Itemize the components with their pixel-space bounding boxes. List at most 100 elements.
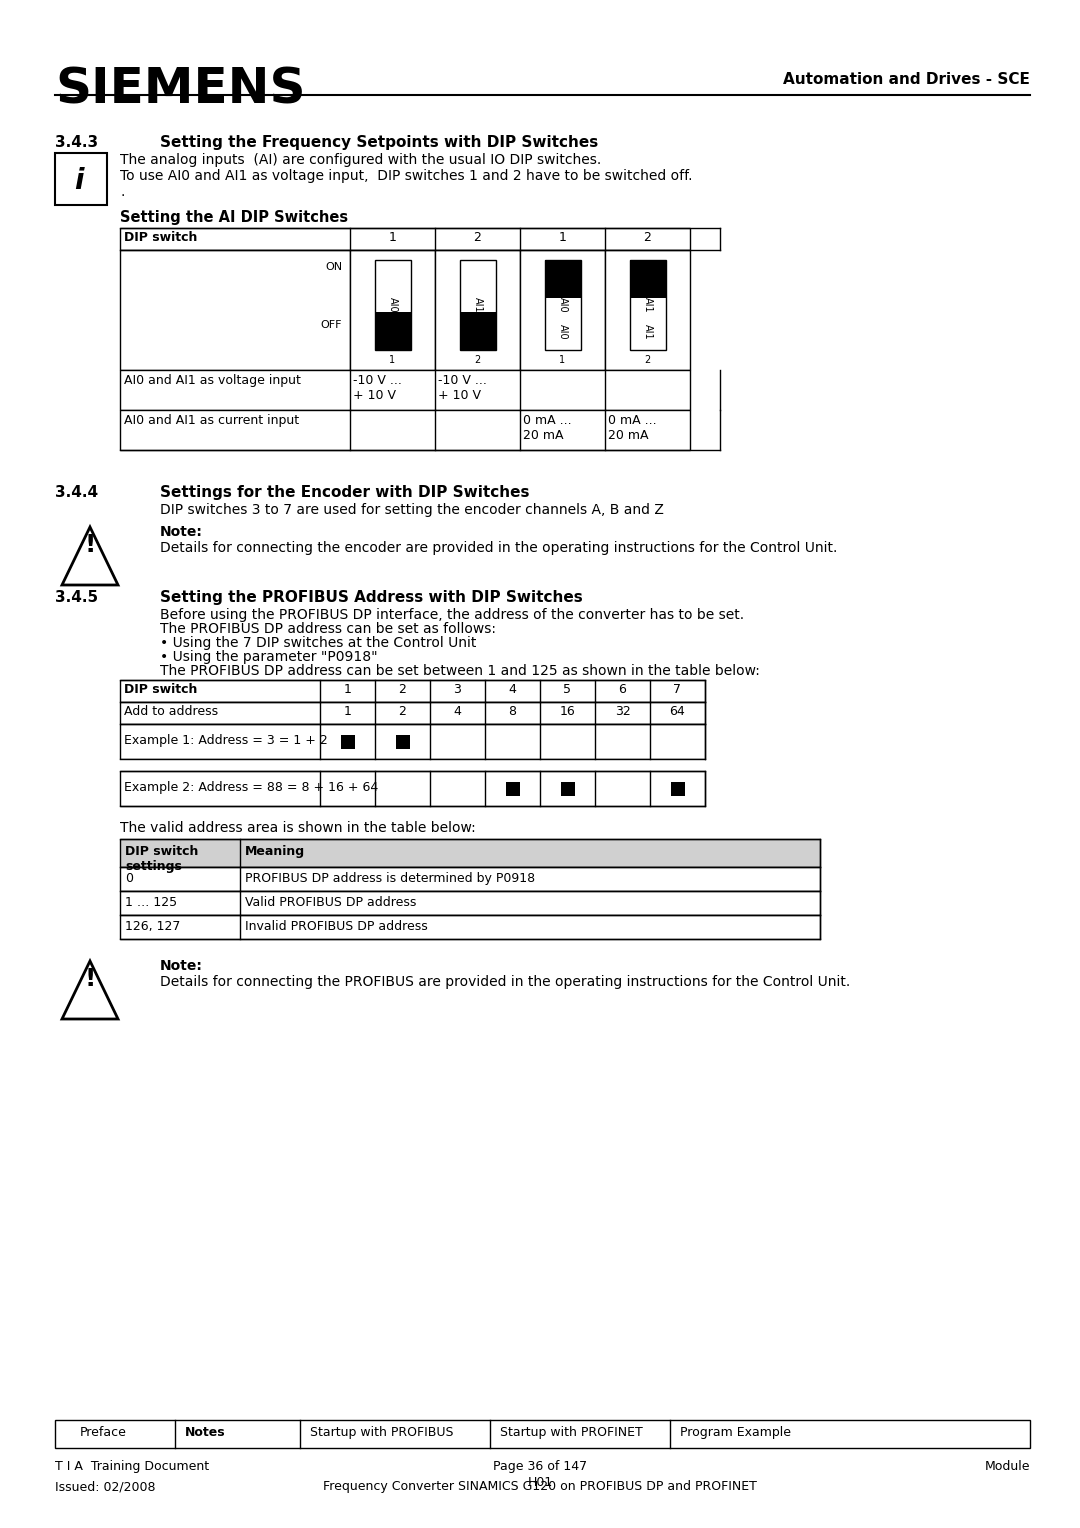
Text: Valid PROFIBUS DP address: Valid PROFIBUS DP address bbox=[245, 895, 417, 909]
Text: 3.4.3: 3.4.3 bbox=[55, 134, 98, 150]
Text: AI1: AI1 bbox=[473, 324, 483, 339]
Text: Details for connecting the PROFIBUS are provided in the operating instructions f: Details for connecting the PROFIBUS are … bbox=[160, 975, 850, 989]
Text: 7: 7 bbox=[674, 683, 681, 695]
Text: DIP switches 3 to 7 are used for setting the encoder channels A, B and Z: DIP switches 3 to 7 are used for setting… bbox=[160, 503, 664, 516]
Bar bbox=[459, 260, 496, 350]
Text: Settings for the Encoder with DIP Switches: Settings for the Encoder with DIP Switch… bbox=[160, 484, 529, 500]
Text: AI1: AI1 bbox=[473, 296, 483, 313]
Text: Invalid PROFIBUS DP address: Invalid PROFIBUS DP address bbox=[245, 920, 428, 934]
Text: Note:: Note: bbox=[160, 526, 203, 539]
Text: 8: 8 bbox=[509, 704, 516, 718]
Bar bbox=[375, 312, 410, 350]
Text: DIP switch
settings: DIP switch settings bbox=[125, 845, 199, 872]
Text: 1 … 125: 1 … 125 bbox=[125, 895, 177, 909]
Text: 6: 6 bbox=[619, 683, 626, 695]
Text: 4: 4 bbox=[454, 704, 461, 718]
Text: The analog inputs  (AI) are configured with the usual IO DIP switches.: The analog inputs (AI) are configured wi… bbox=[120, 153, 602, 167]
Bar bbox=[395, 735, 409, 749]
Text: To use AI0 and AI1 as voltage input,  DIP switches 1 and 2 have to be switched o: To use AI0 and AI1 as voltage input, DIP… bbox=[120, 170, 692, 183]
Text: Program Example: Program Example bbox=[680, 1426, 791, 1439]
Text: 2: 2 bbox=[645, 354, 650, 365]
Text: i: i bbox=[75, 167, 83, 196]
Text: Example 2: Address = 88 = 8 + 16 + 64: Example 2: Address = 88 = 8 + 16 + 64 bbox=[124, 781, 378, 795]
Text: OFF: OFF bbox=[321, 319, 342, 330]
Text: Meaning: Meaning bbox=[245, 845, 306, 859]
Text: 1: 1 bbox=[343, 683, 351, 695]
Bar bbox=[459, 312, 496, 350]
Bar bbox=[605, 251, 690, 370]
Text: AI0: AI0 bbox=[388, 324, 397, 339]
Text: The PROFIBUS DP address can be set between 1 and 125 as shown in the table below: The PROFIBUS DP address can be set betwe… bbox=[160, 665, 760, 678]
Text: DIP switch: DIP switch bbox=[124, 231, 198, 244]
Text: Setting the PROFIBUS Address with DIP Switches: Setting the PROFIBUS Address with DIP Sw… bbox=[160, 590, 583, 605]
Text: AI0 and AI1 as current input: AI0 and AI1 as current input bbox=[124, 414, 299, 426]
Text: .: . bbox=[120, 185, 124, 199]
Text: 1: 1 bbox=[558, 231, 566, 244]
Bar bbox=[630, 260, 665, 350]
Bar bbox=[120, 759, 705, 772]
Text: The PROFIBUS DP address can be set as follows:: The PROFIBUS DP address can be set as fo… bbox=[160, 622, 496, 636]
Text: 3.4.4: 3.4.4 bbox=[55, 484, 98, 500]
Text: H01: H01 bbox=[527, 1476, 553, 1488]
Text: • Using the 7 DIP switches at the Control Unit: • Using the 7 DIP switches at the Contro… bbox=[160, 636, 476, 649]
Text: 1: 1 bbox=[559, 354, 566, 365]
Bar bbox=[120, 915, 820, 940]
Text: 2: 2 bbox=[399, 704, 406, 718]
Text: -10 V ...
+ 10 V: -10 V ... + 10 V bbox=[353, 374, 402, 402]
Bar bbox=[120, 701, 705, 724]
Bar bbox=[340, 735, 354, 749]
Text: AI1: AI1 bbox=[643, 324, 652, 339]
Text: 0 mA ...
20 mA: 0 mA ... 20 mA bbox=[608, 414, 657, 442]
Bar bbox=[120, 839, 820, 866]
Text: 64: 64 bbox=[670, 704, 686, 718]
Text: Issued: 02/2008: Issued: 02/2008 bbox=[55, 1481, 156, 1493]
Text: The valid address area is shown in the table below:: The valid address area is shown in the t… bbox=[120, 821, 476, 834]
Bar bbox=[120, 866, 820, 891]
Text: • Using the parameter "P0918": • Using the parameter "P0918" bbox=[160, 649, 378, 665]
Text: 1: 1 bbox=[389, 231, 396, 244]
Text: 126, 127: 126, 127 bbox=[125, 920, 180, 934]
Text: Page 36 of 147: Page 36 of 147 bbox=[492, 1459, 588, 1473]
Bar bbox=[120, 410, 690, 451]
Text: Before using the PROFIBUS DP interface, the address of the converter has to be s: Before using the PROFIBUS DP interface, … bbox=[160, 608, 744, 622]
Text: 4: 4 bbox=[509, 683, 516, 695]
Bar bbox=[120, 891, 820, 915]
Text: ON: ON bbox=[325, 261, 342, 272]
Text: Startup with PROFINET: Startup with PROFINET bbox=[500, 1426, 643, 1439]
Text: AI0: AI0 bbox=[388, 296, 397, 313]
Bar bbox=[120, 724, 705, 759]
Text: AI1: AI1 bbox=[643, 296, 652, 313]
Text: 0 mA ...
20 mA: 0 mA ... 20 mA bbox=[523, 414, 571, 442]
Bar bbox=[120, 772, 705, 805]
Bar bbox=[671, 781, 685, 796]
Text: T I A  Training Document: T I A Training Document bbox=[55, 1459, 210, 1473]
Bar bbox=[375, 260, 410, 350]
Bar bbox=[120, 680, 705, 701]
Text: 5: 5 bbox=[564, 683, 571, 695]
Text: 2: 2 bbox=[474, 354, 481, 365]
Text: AI0 and AI1 as voltage input: AI0 and AI1 as voltage input bbox=[124, 374, 301, 387]
Text: 32: 32 bbox=[615, 704, 631, 718]
Text: 1: 1 bbox=[343, 704, 351, 718]
Bar bbox=[120, 228, 690, 251]
Bar bbox=[544, 260, 581, 350]
Text: -10 V ...
+ 10 V: -10 V ... + 10 V bbox=[438, 374, 487, 402]
Text: 16: 16 bbox=[559, 704, 576, 718]
Bar bbox=[55, 153, 107, 205]
Text: DIP switch: DIP switch bbox=[124, 683, 198, 695]
Bar bbox=[120, 251, 350, 370]
Text: SIEMENS: SIEMENS bbox=[55, 66, 306, 113]
Text: AI0: AI0 bbox=[557, 324, 567, 339]
Text: 2: 2 bbox=[644, 231, 651, 244]
Text: !: ! bbox=[84, 967, 96, 992]
Text: Details for connecting the encoder are provided in the operating instructions fo: Details for connecting the encoder are p… bbox=[160, 541, 837, 555]
Text: Notes: Notes bbox=[185, 1426, 226, 1439]
Text: Module: Module bbox=[985, 1459, 1030, 1473]
Bar bbox=[544, 260, 581, 298]
Text: Setting the Frequency Setpoints with DIP Switches: Setting the Frequency Setpoints with DIP… bbox=[160, 134, 598, 150]
Bar bbox=[505, 781, 519, 796]
Bar bbox=[519, 251, 605, 370]
Text: Automation and Drives - SCE: Automation and Drives - SCE bbox=[783, 72, 1030, 87]
Text: AI0: AI0 bbox=[557, 296, 567, 313]
Text: Frequency Converter SINAMICS G120 on PROFIBUS DP and PROFINET: Frequency Converter SINAMICS G120 on PRO… bbox=[323, 1481, 757, 1493]
